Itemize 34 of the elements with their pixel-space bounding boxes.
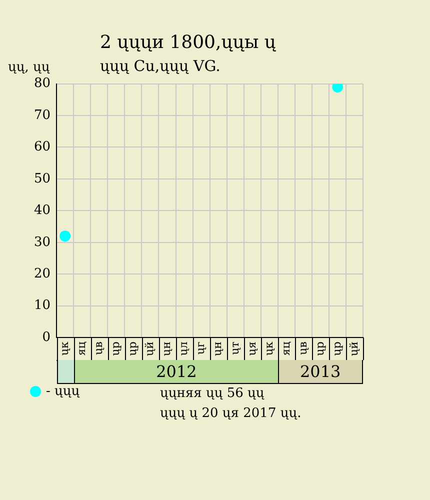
y-tick-label: 30 <box>34 234 51 250</box>
x-tick-label: ųк <box>262 341 276 356</box>
x-tick-label: яц <box>74 342 88 356</box>
x-tick-label: ųр <box>109 342 122 356</box>
x-tick-label: ųв <box>296 342 310 355</box>
x-tick-label: ųя <box>245 342 258 356</box>
y-tick-label: 70 <box>34 108 51 123</box>
y-tick-label: 80 <box>34 76 51 92</box>
x-tick-label: ųр <box>126 342 140 356</box>
x-tick-label: ųй <box>348 342 361 356</box>
y-tick-label: 0 <box>42 330 51 345</box>
x-tick-label: ųр <box>313 342 326 356</box>
x-tick-label: ųй <box>143 342 156 356</box>
x-tick-label: ųв <box>92 342 105 355</box>
x-tick-label: ųг <box>194 341 208 354</box>
chart-title: 2 ųųųи 1800,ųųы ų <box>100 32 276 53</box>
x-tick-label: ųл <box>177 342 190 356</box>
y-tick-label: 60 <box>34 140 51 155</box>
x-tick-label: ųт <box>228 342 242 355</box>
x-tick-label: ųр <box>330 342 344 356</box>
text: ųųų ų 20 ųя 2017 ųų. <box>160 405 302 423</box>
y-axis-title: ųų, ųų <box>8 60 50 75</box>
chart-subtitle: ųųų Cu,ųųų VG. <box>100 57 220 75</box>
text: ųųняя ųų 56 ųų <box>160 385 266 403</box>
x-tick-label: ųн <box>160 342 174 356</box>
y-tick-label: 40 <box>34 203 51 218</box>
year-band: 2012 2013 <box>56 360 364 384</box>
legend-label: - ųųų <box>46 384 80 399</box>
x-tick-label: ųк <box>58 341 71 356</box>
x-tick-label: яц <box>279 342 292 356</box>
x-tick-label: ųн <box>211 342 224 356</box>
y-tick-label: 10 <box>34 298 51 314</box>
y-tick-label: 20 <box>34 266 51 282</box>
y-tick-label: 50 <box>34 171 51 186</box>
